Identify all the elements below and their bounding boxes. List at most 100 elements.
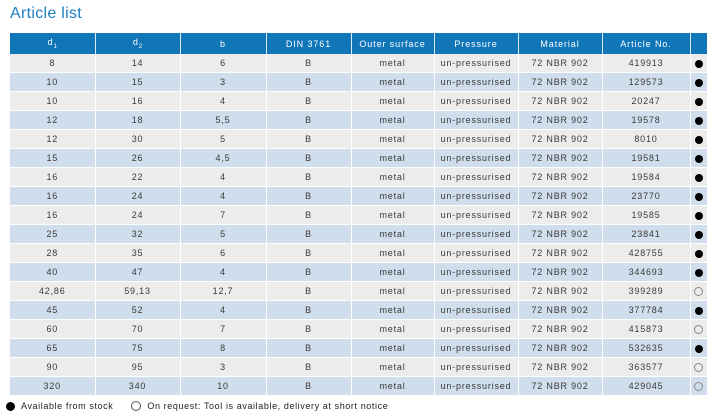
cell-din: B [266,186,352,206]
cell-pressure: un-pressurised [434,110,519,130]
cell-availability [690,110,707,130]
cell-outer_surface: metal [351,224,435,244]
cell-availability [690,186,707,206]
cell-b: 4 [180,91,267,111]
cell-din: B [266,338,352,358]
available-from-stock-icon [694,116,703,125]
cell-pressure: un-pressurised [434,300,519,320]
cell-outer_surface: metal [351,72,435,92]
cell-d1: 25 [10,224,96,244]
available-from-stock-icon [694,192,703,201]
cell-din: B [266,376,352,396]
column-header-material: Material [518,33,603,54]
cell-b: 3 [180,357,267,377]
cell-d1: 60 [10,319,96,339]
cell-d2: 59,13 [95,281,181,301]
legend-stock-label: Available from stock [21,401,114,411]
cell-availability [690,148,707,168]
cell-material: 72 NBR 902 [518,205,603,225]
cell-pressure: un-pressurised [434,148,519,168]
column-header-d1: d1 [10,33,96,54]
cell-pressure: un-pressurised [434,54,519,73]
cell-availability [690,54,707,73]
cell-outer_surface: metal [351,357,435,377]
cell-d1: 16 [10,205,96,225]
cell-d2: 18 [95,110,181,130]
cell-outer_surface: metal [351,186,435,206]
page-title: Article list [10,5,83,22]
available-from-stock-icon [694,173,703,182]
cell-pressure: un-pressurised [434,72,519,92]
cell-article_no: 419913 [602,54,691,73]
column-header-d2: d2 [95,33,181,54]
cell-availability [690,357,707,377]
cell-d2: 32 [95,224,181,244]
column-header-b: b [180,33,267,54]
cell-d2: 24 [95,186,181,206]
cell-b: 10 [180,376,267,396]
cell-d1: 45 [10,300,96,320]
cell-material: 72 NBR 902 [518,319,603,339]
cell-b: 4 [180,262,267,282]
cell-b: 5 [180,224,267,244]
on-request-icon [694,287,704,297]
cell-material: 72 NBR 902 [518,224,603,244]
column-header-label: Outer surface [359,38,426,49]
cell-material: 72 NBR 902 [518,262,603,282]
cell-pressure: un-pressurised [434,262,519,282]
cell-material: 72 NBR 902 [518,148,603,168]
cell-outer_surface: metal [351,205,435,225]
cell-article_no: 532635 [602,338,691,358]
cell-availability [690,224,707,244]
cell-article_no: 415873 [602,319,691,339]
available-from-stock-icon [694,230,703,239]
cell-article_no: 129573 [602,72,691,92]
available-from-stock-icon [6,401,15,411]
available-from-stock-icon [694,59,703,68]
cell-article_no: 19584 [602,167,691,187]
cell-pressure: un-pressurised [434,281,519,301]
cell-d2: 24 [95,205,181,225]
column-header-label: Article No. [620,38,672,49]
cell-outer_surface: metal [351,319,435,339]
cell-availability [690,72,707,92]
cell-material: 72 NBR 902 [518,54,603,73]
cell-b: 12,7 [180,281,267,301]
cell-d1: 12 [10,129,96,149]
cell-pressure: un-pressurised [434,357,519,377]
cell-d1: 65 [10,338,96,358]
available-from-stock-icon [694,268,703,277]
cell-d2: 14 [95,54,181,73]
article-table: d1 d2 b DIN 3761 Outer surface Pressure Materi… [10,33,707,396]
cell-material: 72 NBR 902 [518,357,603,377]
cell-b: 6 [180,54,267,73]
cell-d1: 16 [10,167,96,187]
cell-pressure: un-pressurised [434,186,519,206]
cell-d2: 26 [95,148,181,168]
cell-b: 7 [180,319,267,339]
cell-b: 5,5 [180,110,267,130]
cell-availability [690,281,707,301]
cell-outer_surface: metal [351,243,435,263]
cell-din: B [266,224,352,244]
cell-b: 6 [180,243,267,263]
cell-outer_surface: metal [351,110,435,130]
cell-outer_surface: metal [351,281,435,301]
on-request-icon [131,401,142,411]
cell-pressure: un-pressurised [434,376,519,396]
cell-availability [690,205,707,225]
cell-d2: 70 [95,319,181,339]
cell-article_no: 377784 [602,300,691,320]
